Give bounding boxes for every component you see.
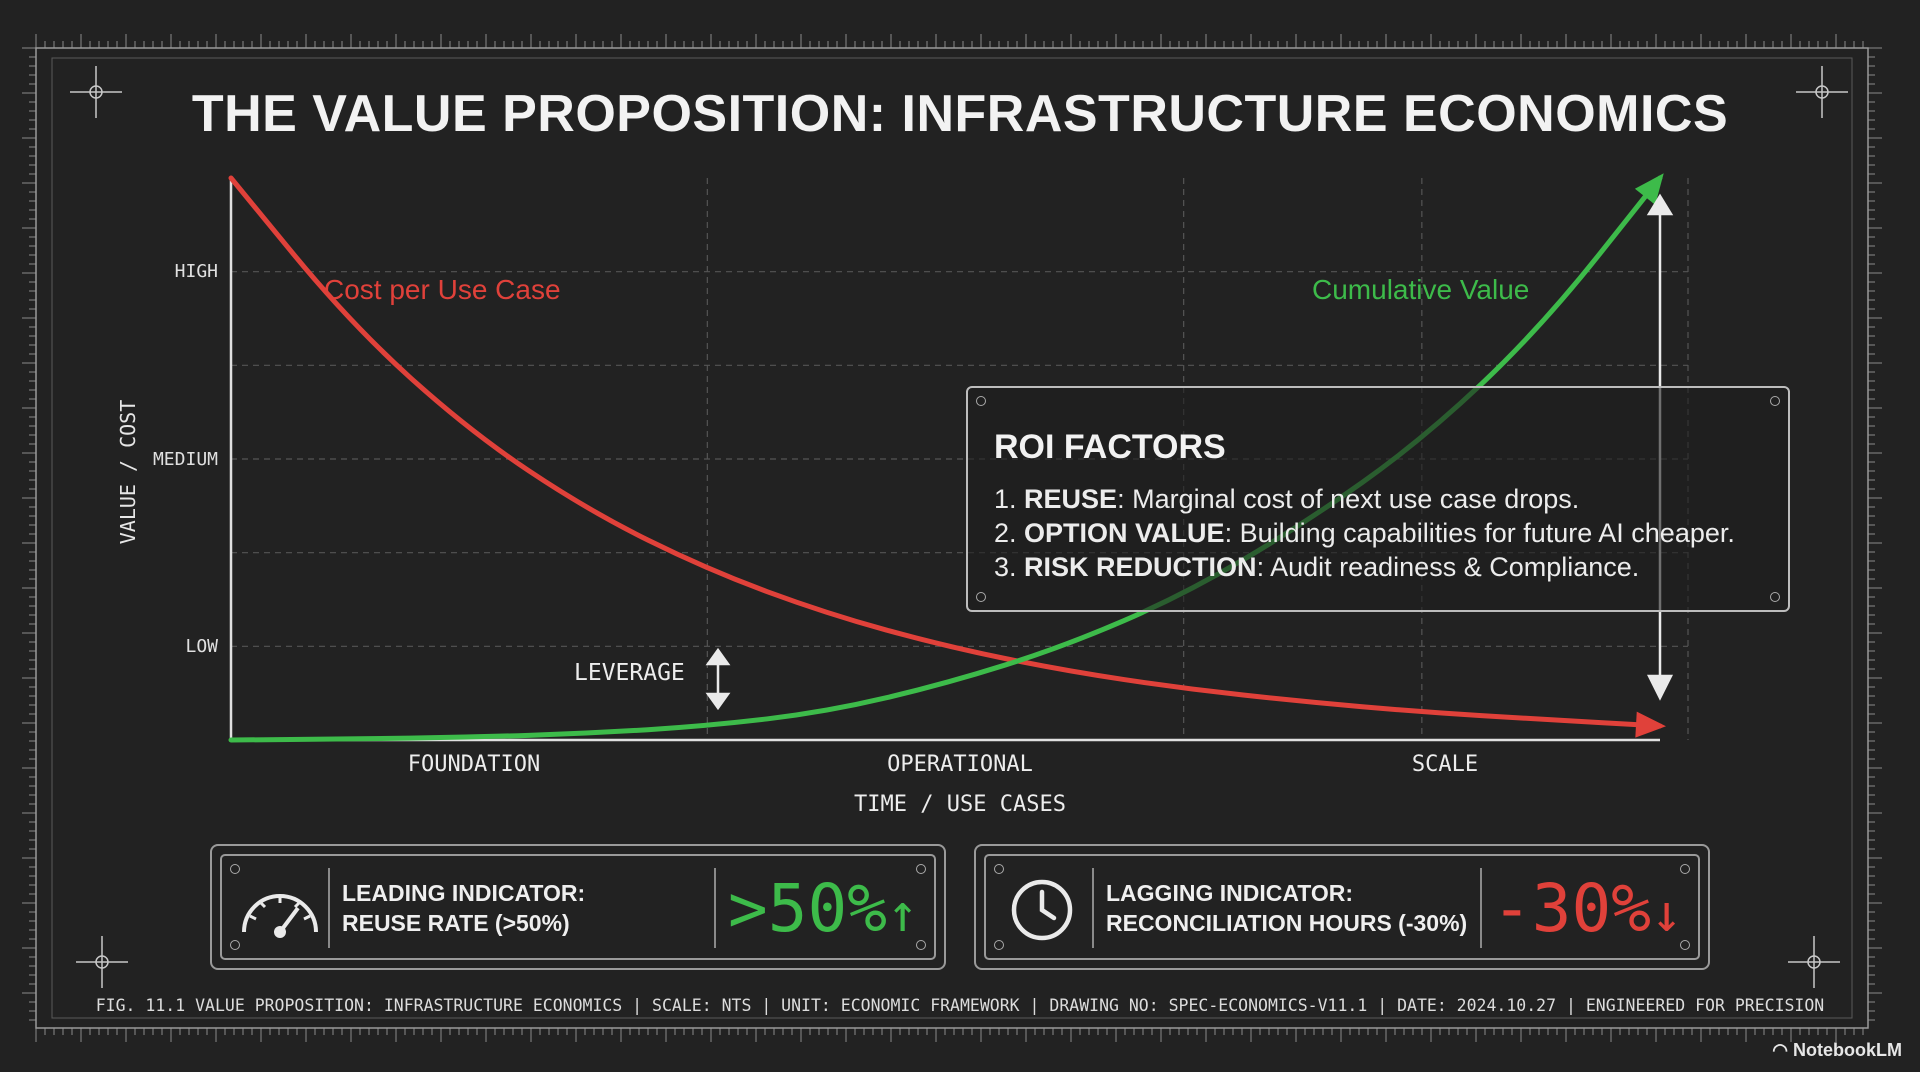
- notebooklm-logo-icon: ◠: [1772, 1040, 1794, 1060]
- roi-item-number: 2.: [994, 518, 1017, 548]
- roi-item-key: OPTION VALUE: [1024, 518, 1225, 548]
- legend-cumulative-value: Cumulative Value: [1312, 274, 1530, 305]
- brand-text: NotebookLM: [1793, 1040, 1902, 1060]
- kpi-divider: [1480, 868, 1482, 948]
- kpi-lagging-subtitle: RECONCILIATION HOURS (-30%): [1106, 910, 1468, 936]
- kpi-value-text: -30%: [1492, 870, 1651, 947]
- screw-icon: [1680, 940, 1690, 950]
- y-axis-label: VALUE / COST: [116, 399, 140, 545]
- kpi-divider: [328, 868, 330, 948]
- kpi-inner-frame: [220, 854, 936, 960]
- x-category-scale: SCALE: [1411, 752, 1479, 777]
- kpi-inner-frame: [984, 854, 1700, 960]
- arrow-up-icon: ↑: [886, 884, 919, 944]
- series-arrowhead-value: [1634, 173, 1664, 205]
- page-title: THE VALUE PROPOSITION: INFRASTRUCTURE EC…: [191, 85, 1729, 143]
- x-category-foundation: FOUNDATION: [407, 752, 541, 777]
- series-line-cost-per-use-case: [228, 175, 1663, 729]
- roi-item-text: : Audit readiness & Compliance.: [1256, 552, 1640, 582]
- leverage-arrow: [705, 647, 731, 711]
- screw-icon: [1770, 592, 1780, 602]
- x-category-operational: OPERATIONAL: [887, 752, 1033, 777]
- series-arrowhead-cost: [1635, 711, 1666, 738]
- screw-icon: [976, 592, 986, 602]
- screw-icon: [976, 396, 986, 406]
- y-tick-high: HIGH: [174, 261, 218, 282]
- roi-item-text: : Building capabilities for future AI ch…: [1224, 518, 1735, 548]
- y-tick-medium: MEDIUM: [152, 449, 218, 470]
- clock-icon: [1011, 879, 1073, 941]
- roi-item-number: 3.: [994, 552, 1017, 582]
- kpi-lagging-value: -30%↓: [1492, 870, 1682, 947]
- kpi-leading-value: >50%↑: [728, 870, 918, 947]
- screw-icon: [916, 940, 926, 950]
- screw-icon: [230, 864, 240, 874]
- roi-item-option-value: 2. OPTION VALUE: Building capabilities f…: [994, 518, 1735, 549]
- speedometer-icon: [242, 894, 318, 938]
- series-line-cumulative-value: [228, 175, 1663, 743]
- kpi-leading-indicator: LEADING INDICATOR: REUSE RATE (>50%) >50…: [210, 844, 946, 970]
- roi-item-key: REUSE: [1024, 484, 1118, 514]
- kpi-leading-title: LEADING INDICATOR:: [342, 880, 586, 906]
- kpi-leading-subtitle: REUSE RATE (>50%): [342, 910, 570, 936]
- kpi-divider: [714, 868, 716, 948]
- registration-marks: [70, 66, 1848, 988]
- arrow-down-icon: ↓: [1650, 884, 1683, 944]
- screw-icon: [1680, 864, 1690, 874]
- roi-title: ROI FACTORS: [994, 428, 1226, 466]
- roi-item-key: RISK REDUCTION: [1024, 552, 1257, 582]
- drawing-footer: FIG. 11.1 VALUE PROPOSITION: INFRASTRUCT…: [95, 996, 1825, 1015]
- roi-item-text: : Marginal cost of next use case drops.: [1117, 484, 1580, 514]
- kpi-lagging-indicator: LAGGING INDICATOR: RECONCILIATION HOURS …: [974, 844, 1710, 970]
- legend-cost-per-use-case: Cost per Use Case: [324, 274, 561, 305]
- x-axis-label: TIME / USE CASES: [854, 792, 1066, 817]
- y-tick-low: LOW: [185, 636, 218, 657]
- screw-icon: [916, 864, 926, 874]
- brand-label: ◠ NotebookLM: [1772, 1040, 1902, 1061]
- kpi-lagging-title: LAGGING INDICATOR:: [1106, 880, 1354, 906]
- kpi-value-text: >50%: [728, 870, 887, 947]
- leverage-annotation: LEVERAGE: [574, 660, 685, 686]
- screw-icon: [994, 864, 1004, 874]
- kpi-divider: [1092, 868, 1094, 948]
- roi-item-number: 1.: [994, 484, 1017, 514]
- roi-factors-panel: ROI FACTORS 1. REUSE: Marginal cost of n…: [966, 386, 1790, 612]
- screw-icon: [994, 940, 1004, 950]
- screw-icon: [1770, 396, 1780, 406]
- screw-icon: [230, 940, 240, 950]
- roi-item-risk-reduction: 3. RISK REDUCTION: Audit readiness & Com…: [994, 552, 1639, 583]
- roi-item-reuse: 1. REUSE: Marginal cost of next use case…: [994, 484, 1579, 515]
